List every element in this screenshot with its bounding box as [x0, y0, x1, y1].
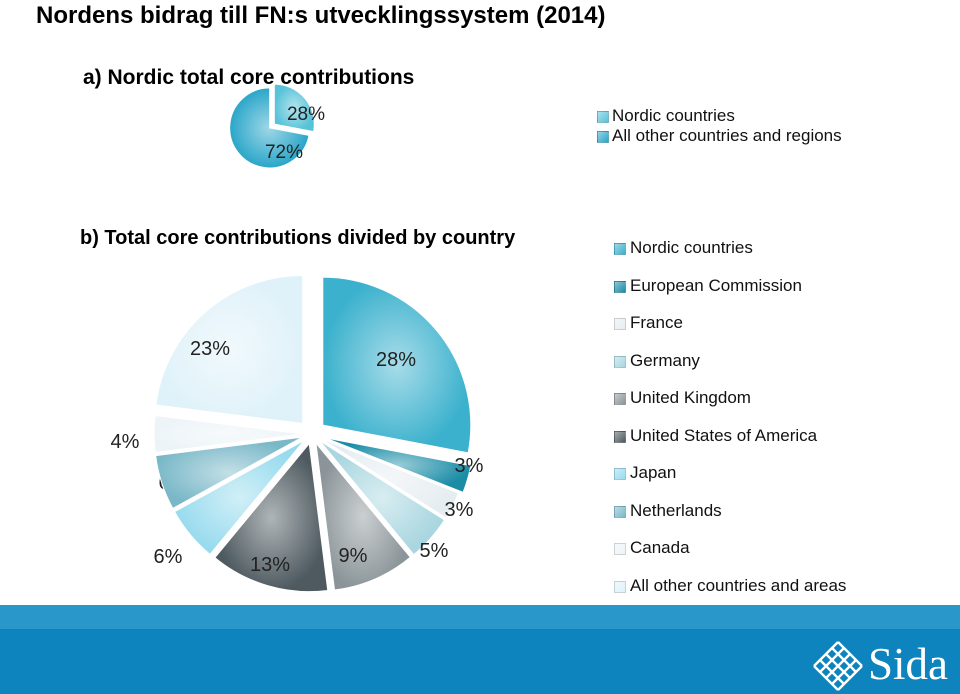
- pie-slice: [214, 442, 329, 593]
- legend-swatch: [614, 393, 626, 405]
- slice-label: 9%: [339, 545, 368, 567]
- slice-label: 23%: [190, 338, 230, 360]
- pie-slice: [155, 274, 304, 425]
- legend-swatch: [614, 468, 626, 480]
- legend-label: All other countries and areas: [630, 575, 847, 595]
- slice-label: 3%: [445, 499, 474, 521]
- sida-lattice-icon: [813, 641, 863, 691]
- chart-a-title: a) Nordic total core contributions: [83, 66, 415, 89]
- pie-slice: [322, 276, 472, 454]
- slice-label: 13%: [250, 554, 290, 576]
- legend-label: United Kingdom: [630, 388, 751, 407]
- pie-slice: [273, 83, 315, 133]
- legend-swatch: [597, 111, 609, 123]
- pie-slice: [153, 414, 303, 454]
- legend-swatch: [614, 505, 626, 518]
- legend-label: European Commission: [630, 275, 802, 295]
- legend-label: All other countries and regions: [612, 126, 842, 145]
- legend-swatch: [614, 580, 626, 593]
- sida-logo-text: Sida: [868, 639, 949, 689]
- legend-label: Nordic countries: [630, 238, 753, 257]
- legend-swatch: [614, 543, 626, 555]
- footer-strip: [0, 605, 960, 629]
- chart-b-title: b) Total core contributions divided by c…: [80, 227, 516, 249]
- sida-logo: Sida: [812, 639, 952, 692]
- legend-swatch: [614, 430, 626, 443]
- legend-label: France: [630, 313, 683, 332]
- slice-label: 6%: [154, 546, 183, 568]
- legend-label: United States of America: [630, 425, 818, 445]
- slice-label: 72%: [265, 142, 303, 163]
- page-title: Nordens bidrag till FN:s utvecklingssyst…: [36, 2, 606, 29]
- legend-label: Nordic countries: [612, 106, 735, 125]
- legend-swatch: [614, 355, 626, 368]
- pie-slice: [319, 440, 446, 556]
- pie-slice: [325, 437, 472, 494]
- slice-label: 28%: [287, 104, 325, 125]
- pie-slice: [229, 87, 310, 169]
- legend-label: Netherlands: [630, 500, 722, 520]
- legend-label: Japan: [630, 463, 677, 482]
- slice-label: 4%: [111, 431, 140, 453]
- pie-slice: [155, 436, 303, 510]
- slice-label: 5%: [420, 540, 449, 562]
- legend-label: Germany: [630, 350, 700, 370]
- pie-slice: [320, 438, 460, 519]
- legend-swatch: [614, 318, 626, 330]
- legend-swatch: [597, 131, 609, 143]
- legend-label: Canada: [630, 538, 690, 557]
- legend-swatch: [614, 243, 626, 255]
- slice-label: 28%: [376, 349, 416, 371]
- pie-slice: [315, 441, 412, 591]
- legend-swatch: [614, 280, 626, 293]
- slice-label: 3%: [455, 455, 484, 477]
- pie-slice: [173, 439, 305, 556]
